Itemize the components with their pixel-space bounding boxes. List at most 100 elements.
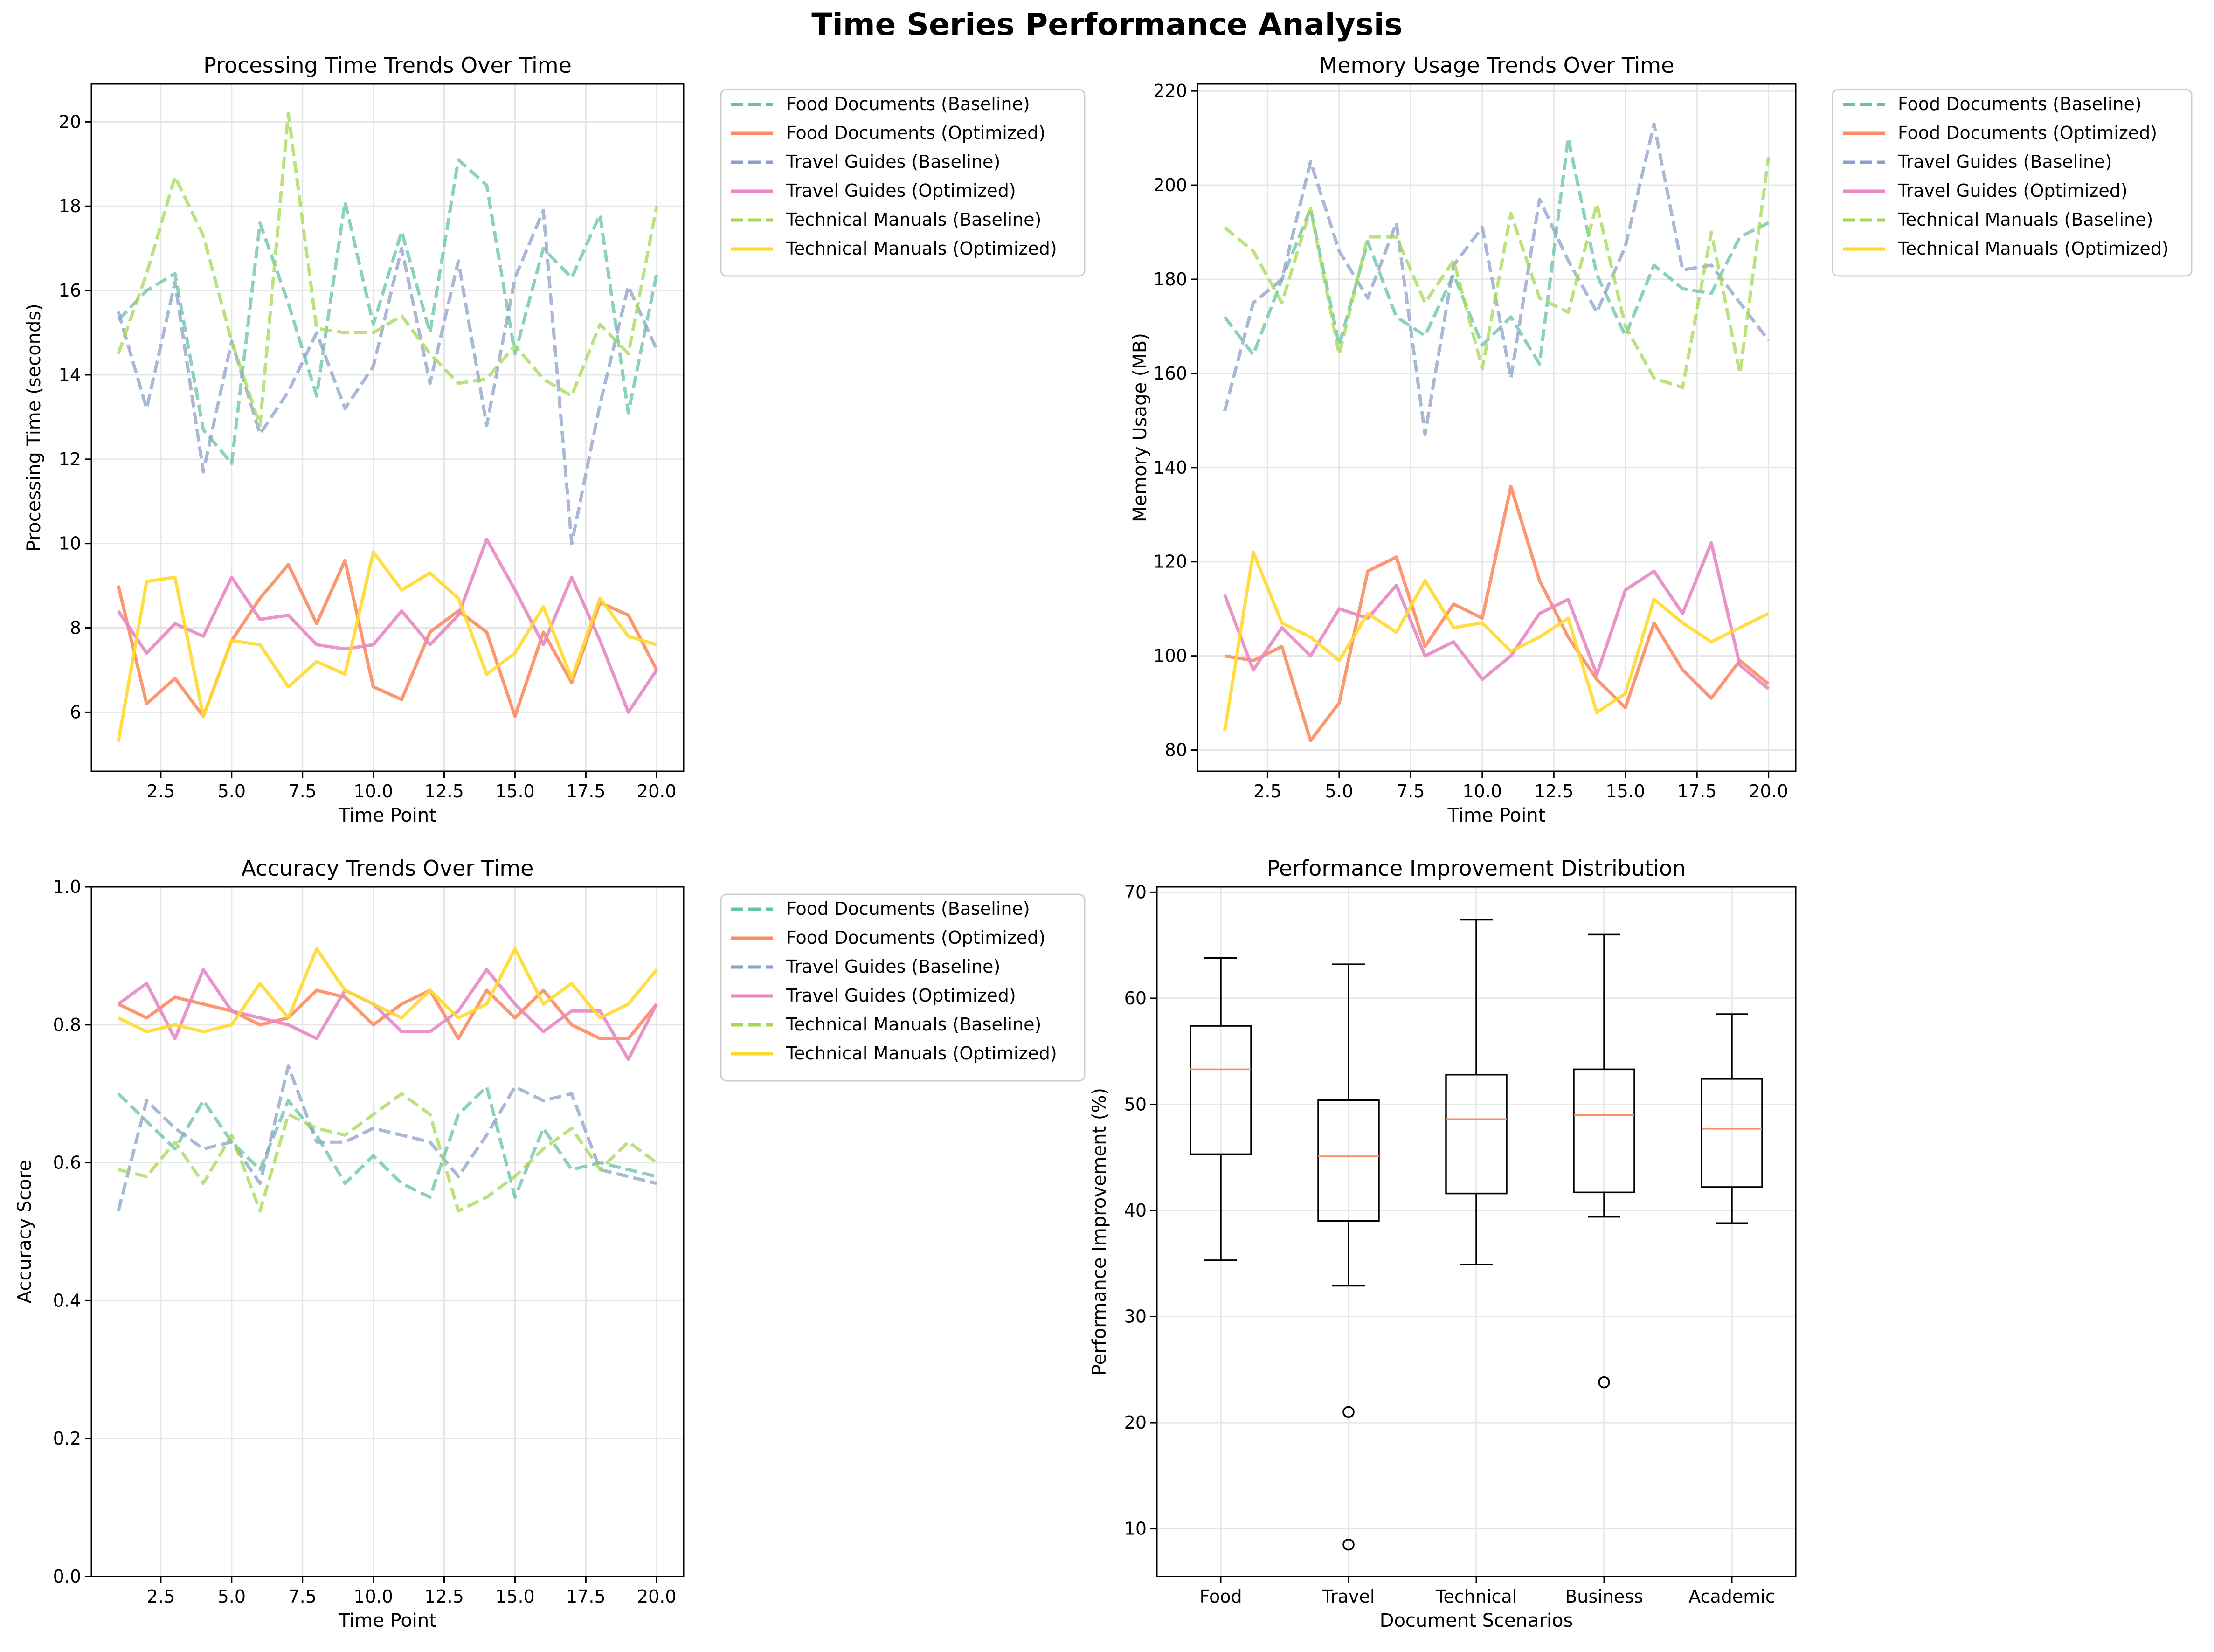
y-tick-label: 6 <box>70 702 81 722</box>
box-iqr <box>1190 1025 1252 1155</box>
grid <box>1197 84 1796 771</box>
outlier-point <box>1342 1406 1355 1418</box>
y-tick-label: 100 <box>1153 646 1187 666</box>
x-tick-label: 7.5 <box>288 781 316 802</box>
series-line <box>117 1064 657 1211</box>
y-tick-label: 8 <box>70 618 81 638</box>
x-tick-label: 15.0 <box>1605 781 1645 802</box>
legend-label: Travel Guides (Baseline) <box>786 152 1000 172</box>
y-tick-label: 1.0 <box>53 877 81 897</box>
x-tick-label: 15.0 <box>495 1586 535 1607</box>
x-tick-label: 10.0 <box>353 1586 393 1607</box>
series-line <box>117 158 658 465</box>
box-technical <box>1445 919 1508 1265</box>
x-tick-label: 5.0 <box>218 781 246 802</box>
y-tick-label: 20 <box>59 111 81 132</box>
legend-label: Travel Guides (Optimized) <box>786 180 1016 201</box>
x-tick-label: 5.0 <box>218 1586 246 1607</box>
box-travel <box>1317 963 1380 1551</box>
x-axis-label: Time Point <box>338 805 436 826</box>
y-axis-label: Memory Usage (MB) <box>1129 333 1151 522</box>
y-tick-label: 80 <box>1165 740 1187 760</box>
figure-title: Time Series Performance Analysis <box>811 7 1403 42</box>
panel-memory: 2.5 5.0 7.5 10.0 12.5 15.0 17.5 20.0 80 100 120 140… <box>1129 53 2193 826</box>
y-tick-label: 10 <box>1124 1519 1147 1539</box>
x-tick-label: 7.5 <box>1397 781 1425 802</box>
series-line <box>118 988 658 1040</box>
x-tick-label: Food <box>1199 1586 1242 1607</box>
y-axis-label: Performance Improvement (%) <box>1089 1088 1110 1376</box>
y-tick-label: 140 <box>1153 457 1187 478</box>
x-tick-label: 12.5 <box>424 1586 464 1607</box>
x-axis-label: Time Point <box>1447 805 1546 826</box>
chart-title: Processing Time Trends Over Time <box>203 53 572 78</box>
x-tick-label: 17.5 <box>566 1586 606 1607</box>
y-tick-label: 40 <box>1124 1200 1147 1221</box>
y-tick-label: 200 <box>1153 175 1187 195</box>
series-line <box>117 550 657 742</box>
series-line <box>1223 551 1770 732</box>
x-tick-label: 10.0 <box>1463 781 1502 802</box>
x-tick-label: Academic <box>1688 1586 1775 1607</box>
x-tick-label: 12.5 <box>424 781 464 802</box>
legend-label: Food Documents (Baseline) <box>786 94 1030 114</box>
y-tick-label: 220 <box>1153 81 1187 101</box>
box-iqr <box>1317 1099 1380 1222</box>
legend-frame <box>720 89 1086 277</box>
x-tick-label: 5.0 <box>1325 781 1353 802</box>
legend-label: Technical Manuals (Optimized) <box>1897 238 2169 259</box>
series-line <box>1224 484 1770 742</box>
legend: Food Documents (Baseline) Food Documents … <box>720 893 1086 1082</box>
y-tick-label: 20 <box>1124 1412 1147 1433</box>
y-tick-label: 0.0 <box>53 1566 81 1587</box>
y-tick-label: 30 <box>1124 1306 1147 1327</box>
box-iqr <box>1701 1078 1763 1188</box>
legend-label: Food Documents (Baseline) <box>1898 94 2142 114</box>
box-iqr <box>1573 1068 1635 1194</box>
legend-label: Technical Manuals (Optimized) <box>786 1043 1057 1064</box>
series-line <box>117 538 658 714</box>
series-line <box>118 947 658 1034</box>
x-tick-label: 2.5 <box>147 781 175 802</box>
x-tick-label: 10.0 <box>353 781 393 802</box>
series-line <box>1223 122 1770 436</box>
y-tick-label: 50 <box>1124 1094 1147 1114</box>
legend: Food Documents (Baseline) Food Documents … <box>1832 89 2193 277</box>
legend-label: Food Documents (Optimized) <box>786 123 1045 143</box>
outlier-point <box>1598 1376 1610 1389</box>
y-tick-label: 16 <box>59 280 81 301</box>
x-axis-label: Document Scenarios <box>1380 1610 1573 1631</box>
x-tick-label: 17.5 <box>566 781 606 802</box>
y-tick-label: 160 <box>1153 363 1187 384</box>
panel-improvement: Food Travel Technical Business Academic 10 20 3… <box>1089 856 1797 1631</box>
y-tick-label: 0.4 <box>53 1290 81 1311</box>
box-academic <box>1701 1013 1763 1224</box>
legend: Food Documents (Baseline) Food Documents … <box>720 89 1086 277</box>
y-axis-label: Processing Time (seconds) <box>23 304 45 552</box>
series-line <box>117 111 658 427</box>
y-tick-label: 60 <box>1124 988 1147 1009</box>
y-tick-label: 0.6 <box>53 1153 81 1173</box>
chart-title: Accuracy Trends Over Time <box>242 856 534 881</box>
ticks: 2.5 5.0 7.5 10.0 12.5 15.0 17.5 20.0 80 100 120 140… <box>1153 81 1788 802</box>
ticks: 2.5 5.0 7.5 10.0 12.5 15.0 17.5 20.0 0.0 0.2 0.4 0.… <box>53 877 677 1607</box>
x-tick-label: Technical <box>1435 1586 1517 1607</box>
y-tick-label: 70 <box>1124 882 1147 902</box>
legend-label: Technical Manuals (Baseline) <box>1897 209 2153 230</box>
box-business <box>1573 933 1635 1389</box>
x-tick-label: 20.0 <box>637 781 677 802</box>
x-tick-label: Travel <box>1322 1586 1375 1607</box>
y-tick-label: 10 <box>59 533 81 554</box>
y-tick-label: 14 <box>59 365 81 385</box>
series-line <box>1224 157 1771 389</box>
legend-label: Travel Guides (Baseline) <box>1897 152 2112 172</box>
x-axis-label: Time Point <box>338 1610 436 1631</box>
chart-title: Memory Usage Trends Over Time <box>1319 53 1674 78</box>
y-tick-label: 0.8 <box>53 1015 81 1035</box>
x-tick-label: 15.0 <box>495 781 535 802</box>
legend-frame <box>720 893 1086 1082</box>
x-tick-label: 20.0 <box>1749 781 1788 802</box>
legend-label: Travel Guides (Baseline) <box>786 956 1000 977</box>
chart-title: Performance Improvement Distribution <box>1267 856 1686 881</box>
outlier-point <box>1342 1538 1355 1551</box>
